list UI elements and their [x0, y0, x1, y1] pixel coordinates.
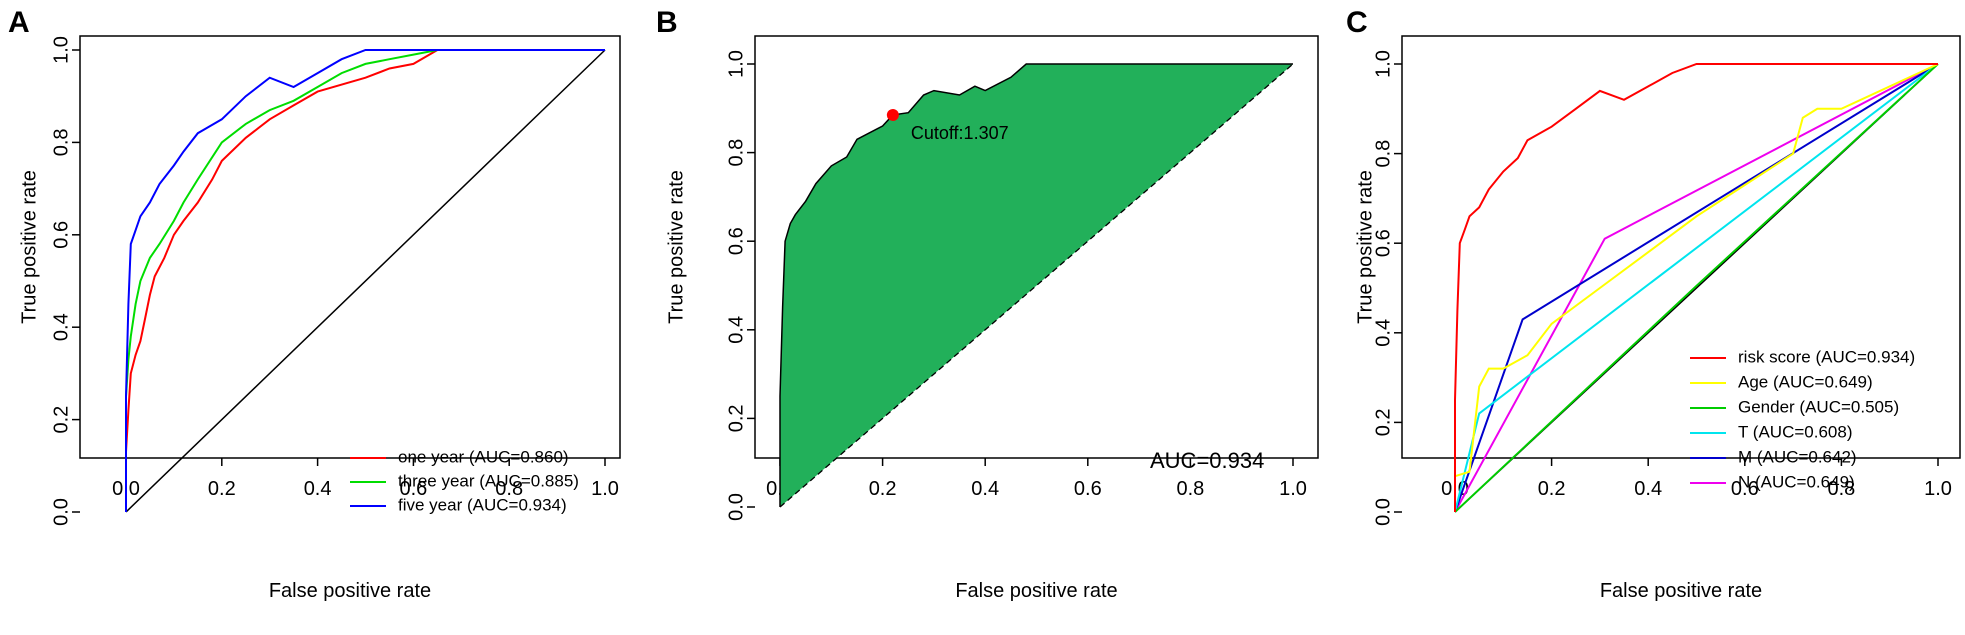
series-line [1454, 63, 1939, 513]
y-tick-label: 0.0 [1372, 498, 1394, 526]
auc-area-fill [780, 64, 1293, 507]
y-tick-label: 0.2 [1372, 408, 1394, 436]
x-axis-title: False positive rate [955, 580, 1117, 602]
y-tick-label: 1.0 [1372, 50, 1394, 78]
series-line [1454, 63, 1939, 513]
y-axis-title: True positive rate [1354, 170, 1376, 324]
y-tick-label: 0.6 [1372, 229, 1394, 257]
y-tick-label: 0.8 [725, 139, 747, 167]
series-line [1454, 63, 1938, 512]
y-axis-title: True positive rate [665, 170, 687, 324]
series-line [1454, 63, 1939, 513]
legend-label: Age (AUC=0.649) [1738, 372, 1873, 391]
x-tick-label: 0.4 [1634, 478, 1662, 500]
legend-label: risk score (AUC=0.934) [1738, 347, 1915, 366]
legend-label: M (AUC=0.642) [1738, 447, 1857, 466]
reference-diagonal [125, 49, 606, 513]
x-tick-label: 0.6 [399, 478, 427, 500]
y-tick-label: 1.0 [725, 50, 747, 78]
y-tick-label: 0.2 [50, 406, 72, 434]
x-tick-label: 0.2 [208, 478, 236, 500]
y-tick-label: 0.4 [725, 316, 747, 344]
series-line [125, 49, 605, 512]
plot-frame [1401, 35, 1961, 459]
x-tick-label: 0.6 [1731, 478, 1759, 500]
x-tick-label: 0.6 [1074, 478, 1102, 500]
plot-frame [79, 35, 621, 459]
x-tick-label: 1.0 [591, 478, 619, 500]
panel-a: 0.0 0.2 0.4 0.6 0.8 1.00.00.20.40.60.81.0Fals… [8, 6, 621, 602]
y-axis-title: True positive rate [18, 170, 40, 324]
y-tick-label: 0.0 [725, 493, 747, 521]
x-tick-label: 1.0 [1279, 478, 1307, 500]
auc-label: AUC=0.934 [1150, 448, 1264, 473]
series-line [125, 49, 605, 512]
x-tick-label: 0.8 [495, 478, 523, 500]
panel-letter: B [656, 6, 678, 39]
legend-label: three year (AUC=0.885) [398, 471, 579, 490]
cutoff-point [886, 108, 899, 121]
series-line [125, 49, 605, 512]
cutoff-label: Cutoff:1.307 [911, 123, 1009, 143]
y-tick-label: 0.6 [50, 221, 72, 249]
x-tick-label: 0.2 [869, 478, 897, 500]
x-tick-label: 0.2 [1538, 478, 1566, 500]
legend-label: Gender (AUC=0.505) [1738, 397, 1899, 416]
series-line [1454, 63, 1939, 513]
y-tick-label: 0.0 [50, 498, 72, 526]
x-tick-label: 0.4 [304, 478, 332, 500]
y-tick-label: 0.8 [50, 128, 72, 156]
y-tick-label: 0.2 [725, 404, 747, 432]
y-tick-label: 0.6 [725, 227, 747, 255]
x-tick-label: 1.0 [1924, 478, 1952, 500]
y-tick-label: 0.4 [50, 313, 72, 341]
x-axis-title: False positive rate [1600, 580, 1762, 602]
y-tick-label: 0.8 [1372, 140, 1394, 168]
x-tick-label: 0.8 [1176, 478, 1204, 500]
x-tick-label: 0.4 [971, 478, 999, 500]
panel-c: 0.0 0.2 0.4 0.6 0.8 1.00.00.20.40.60.81.0Fals… [1346, 6, 1961, 602]
x-axis-title: False positive rate [269, 580, 431, 602]
legend-label: five year (AUC=0.934) [398, 495, 567, 514]
legend-label: one year (AUC=0.860) [398, 447, 569, 466]
legend-label: N (AUC=0.649) [1738, 472, 1855, 491]
y-tick-label: 0.4 [1372, 319, 1394, 347]
legend-label: T (AUC=0.608) [1738, 422, 1852, 441]
roc-curve [779, 63, 1293, 507]
plot-frame [754, 35, 1319, 459]
panel-letter: A [8, 6, 30, 39]
panel-b: 0.00.20.40.60.81.00.00.20.40.60.81.0Fals… [656, 6, 1319, 602]
panel-letter: C [1346, 6, 1368, 39]
reference-diagonal [779, 63, 1294, 508]
series-line [1454, 63, 1939, 512]
x-tick-label: 0.8 [1827, 478, 1855, 500]
y-tick-label: 1.0 [50, 36, 72, 64]
